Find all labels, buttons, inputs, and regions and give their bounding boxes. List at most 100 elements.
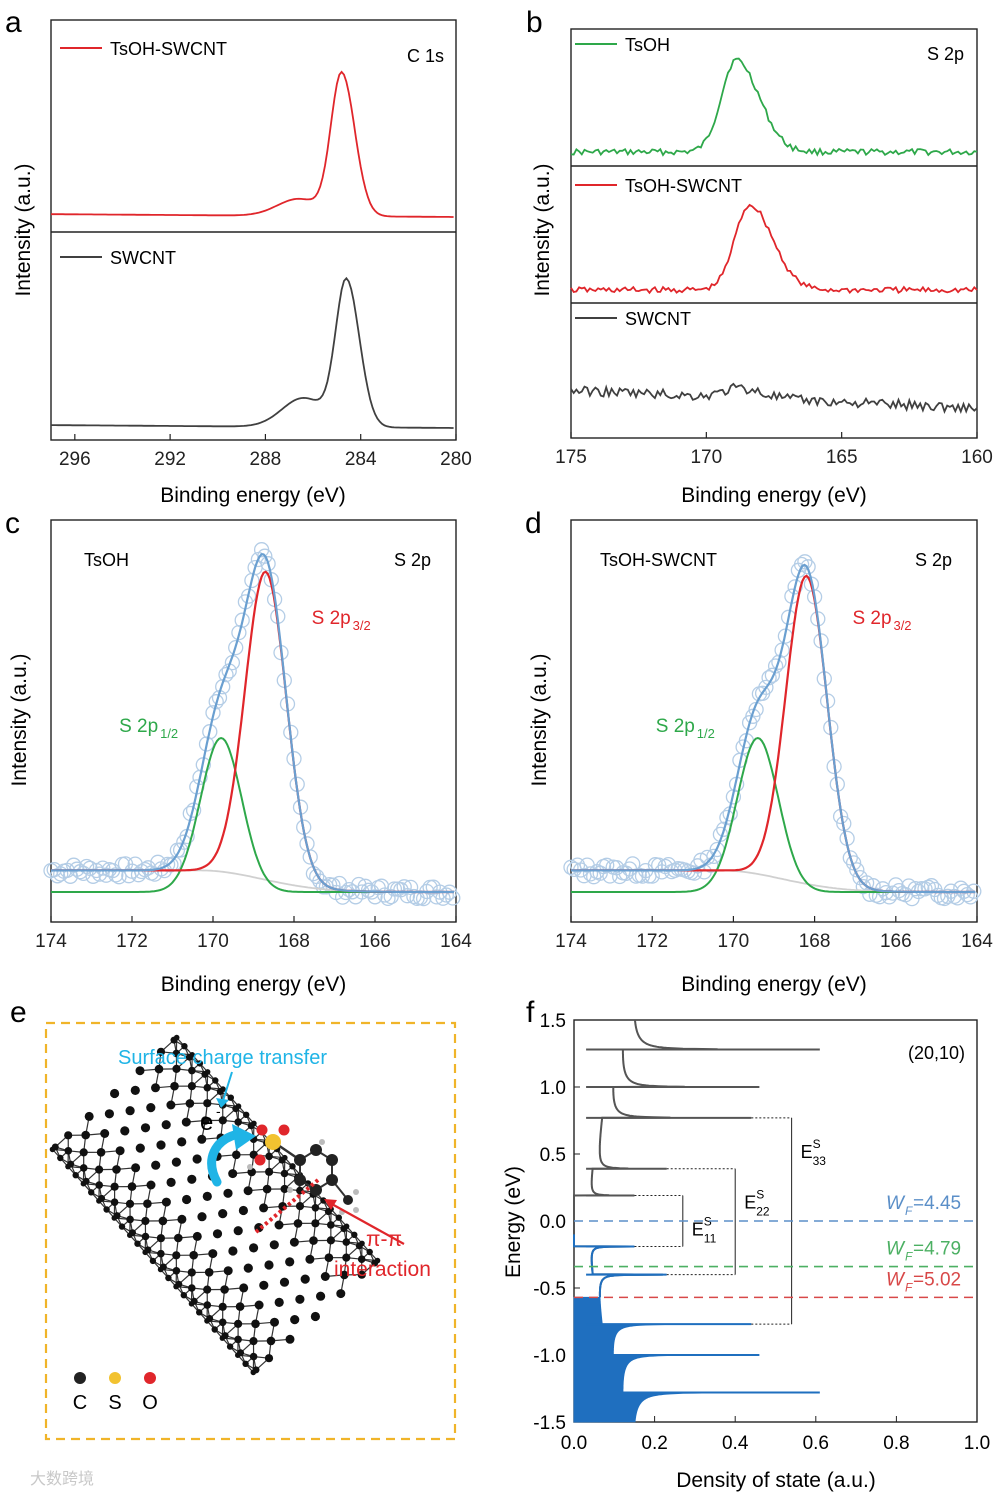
oxygen-atom xyxy=(254,1154,266,1166)
carbon-atom xyxy=(187,1174,197,1184)
carbon-atom xyxy=(227,1094,234,1101)
panel-d-data-point xyxy=(842,850,858,866)
carbon-atom xyxy=(157,1249,165,1258)
carbon-atom xyxy=(166,1100,176,1110)
panel-d-xtick-label: 172 xyxy=(636,931,668,952)
carbon-atom xyxy=(278,1156,286,1164)
panel-d-data-point xyxy=(563,859,579,875)
panel-f-xtick-label: 0.0 xyxy=(561,1433,587,1454)
carbon-legend-icon xyxy=(74,1372,86,1384)
carbon-atom xyxy=(197,1212,207,1222)
panel-d-data-point xyxy=(599,857,615,873)
carbon-atom xyxy=(64,1147,73,1155)
panel-c-envelope-line xyxy=(51,553,454,894)
carbon-atom xyxy=(84,1111,94,1121)
panel-d-xtick-label: 164 xyxy=(961,931,993,952)
carbon-atom xyxy=(170,1081,179,1091)
carbon-atom xyxy=(289,1163,296,1170)
panel-d-data-point xyxy=(719,809,735,826)
panel-d-data-point xyxy=(758,679,774,696)
panel-f-xlabel: Density of state (a.u.) xyxy=(676,1469,876,1492)
carbon-atom xyxy=(115,1146,125,1156)
carbon-atom xyxy=(196,1309,203,1316)
carbon-atom xyxy=(294,1154,306,1166)
carbon-atom xyxy=(100,1129,110,1138)
carbon-atom xyxy=(280,1184,289,1194)
carbon-atom xyxy=(343,1195,353,1205)
carbon-atom xyxy=(264,1260,274,1270)
carbon-atom xyxy=(82,1177,90,1185)
panel-f-fermi-sub: F xyxy=(905,1280,913,1294)
carbon-atom xyxy=(295,1294,305,1304)
panel-f-transition-label: E xyxy=(801,1142,813,1162)
carbon-atom xyxy=(172,1064,181,1073)
panel-f-transition-label: E xyxy=(692,1220,704,1240)
panel-f-fermi-sub: F xyxy=(905,1250,913,1264)
carbon-atom xyxy=(249,1243,259,1253)
carbon-atom xyxy=(295,1202,305,1211)
carbon-atom xyxy=(239,1283,249,1293)
panel-a-axes-frame xyxy=(50,19,457,441)
carbon-atom xyxy=(327,1221,335,1229)
panel-c-data-point xyxy=(198,736,215,752)
panel-d-s2p32-line xyxy=(571,574,975,894)
carbon-atom xyxy=(279,1277,290,1287)
hydrogen-atom xyxy=(353,1189,359,1195)
carbon-atom xyxy=(316,1291,326,1301)
panel-d-label: d xyxy=(525,507,542,540)
panel-b-xtick-label: 165 xyxy=(826,447,858,468)
carbon-atom xyxy=(166,1177,176,1187)
nanotube-model xyxy=(49,1034,381,1376)
carbon-atom xyxy=(262,1184,272,1194)
panel-c-s2p32-label: S 2p xyxy=(312,608,351,629)
panel-f-transition-sub: 33 xyxy=(813,1154,827,1168)
carbon-atom xyxy=(223,1188,233,1198)
carbon-atom xyxy=(113,1212,121,1220)
panel-f-xtick-label: 0.6 xyxy=(803,1433,829,1454)
carbon-atom xyxy=(252,1366,260,1374)
carbon-atom xyxy=(154,1064,164,1074)
panel-f-transition-sup: S xyxy=(756,1188,764,1202)
panel-a-legend-label-1: SWCNT xyxy=(110,248,176,268)
oxygen-atom xyxy=(278,1124,290,1136)
carbon-atom xyxy=(232,1150,241,1160)
pi-pi-dotted-line xyxy=(254,1178,320,1234)
carbon-atom xyxy=(192,1231,202,1241)
panel-d-title: S 2p xyxy=(915,550,952,570)
carbon-atom xyxy=(309,1236,318,1245)
panel-f-xtick-label: 0.4 xyxy=(722,1433,749,1454)
panel-c-data-point xyxy=(240,588,257,604)
carbon-atom xyxy=(135,1066,145,1076)
carbon-atom xyxy=(98,1194,106,1202)
panel-a-xtick-label: 280 xyxy=(440,449,472,470)
carbon-atom xyxy=(125,1106,135,1116)
carbon-atom xyxy=(310,1144,322,1156)
panel-c-data-point xyxy=(406,888,422,905)
panel-d-data-point xyxy=(706,848,722,865)
carbon-atom xyxy=(212,1077,219,1084)
panel-d-xtick-label: 170 xyxy=(718,931,750,952)
carbon-atom xyxy=(342,1238,351,1246)
carbon-atom xyxy=(243,1111,250,1119)
carbon-atom xyxy=(141,1232,150,1241)
panel-f: f 0.0 0.2 0.4 0.6 0.8 1.0 1.5 1.0 0.5 0.0 -0.5 -1.0 -… xyxy=(502,996,990,1492)
panel-c: c 174 172 170 168 166 164 Binding energy (eV) In… xyxy=(5,507,472,996)
panel-f-fermi-value: =5.02 xyxy=(913,1269,961,1290)
carbon-atom xyxy=(234,1319,243,1328)
surface-arrow-icon xyxy=(221,1071,233,1105)
panel-c-s2p12-label: S 2p xyxy=(119,716,158,737)
carbon-atom xyxy=(95,1165,104,1174)
panel-c-data-point xyxy=(228,639,244,656)
carbon-atom xyxy=(235,1302,245,1311)
oxygen-legend-icon xyxy=(144,1372,156,1384)
panel-d-data-point xyxy=(699,849,716,866)
carbon-atom xyxy=(192,1154,202,1164)
legend-c: C xyxy=(73,1392,87,1414)
carbon-atom xyxy=(187,1082,196,1091)
carbon-atom xyxy=(190,1297,198,1305)
carbon-atom xyxy=(336,1289,346,1299)
carbon-atom xyxy=(285,1257,295,1267)
carbon-atom xyxy=(247,1122,255,1130)
carbon-atom xyxy=(274,1297,284,1307)
